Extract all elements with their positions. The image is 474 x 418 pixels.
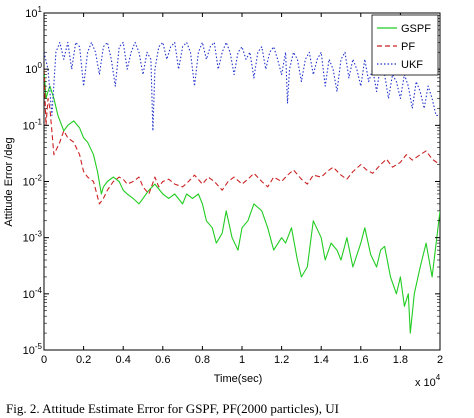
y-tick-label: 100 (25, 61, 42, 76)
x-tick-label: 1.2 (274, 354, 289, 366)
x-tick-label: 1 (239, 354, 245, 366)
x-tick-label: 1.4 (314, 354, 329, 366)
x-axis-label: Time(sec) (214, 373, 262, 385)
y-axis-ticks: 10-5 10-4 10-3 10-2 10-1 100 101 (23, 5, 440, 357)
y-tick-label: 10-3 (23, 230, 43, 245)
x-axis-multiplier: x 104 (415, 373, 441, 389)
x-tick-label: 1.8 (393, 354, 408, 366)
y-tick-label: 10-5 (23, 342, 43, 357)
x-tick-label: 0.4 (116, 354, 131, 366)
legend-label-gspf: GSPF (401, 23, 431, 35)
series-line-gspf (44, 69, 440, 334)
x-tick-label: 1.6 (353, 354, 368, 366)
x-tick-label: 0.8 (195, 354, 210, 366)
legend-label-ukf: UKF (401, 59, 423, 71)
x-tick-label: 0 (41, 354, 47, 366)
x-tick-label: 0.2 (76, 354, 91, 366)
x-axis-ticks: 0 0.2 0.4 0.6 0.8 1 1.2 1.4 1.6 1.8 2 (41, 13, 443, 366)
legend: GSPF PF UKF (371, 14, 439, 76)
x-tick-label: 2 (437, 354, 443, 366)
series-line-pf (44, 69, 440, 205)
x-tick-label: 0.6 (155, 354, 170, 366)
y-axis-label: Attitude Error /deg (3, 137, 15, 226)
figure-caption: Fig. 2. Attitude Estimate Error for GSPF… (6, 401, 339, 416)
series-layer (44, 41, 440, 334)
y-tick-label: 101 (25, 5, 42, 20)
y-tick-label: 10-2 (23, 174, 43, 189)
y-tick-label: 10-1 (23, 117, 43, 132)
legend-label-pf: PF (401, 41, 415, 53)
y-tick-label: 10-4 (23, 286, 43, 301)
legend-box (371, 14, 439, 76)
